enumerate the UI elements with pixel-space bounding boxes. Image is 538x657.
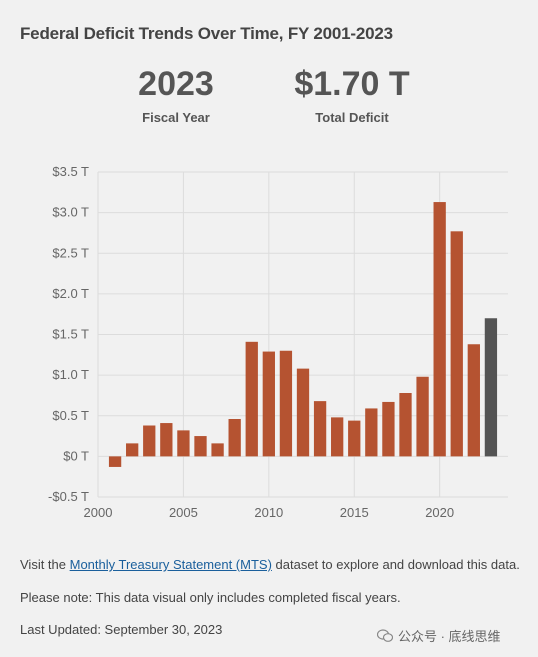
bar-2007[interactable] <box>211 443 224 457</box>
watermark: 公众号 · 底线思维 <box>377 626 501 645</box>
y-axis-ticks: -$0.5 T $0 T $0.5 T $1.0 T $1.5 T $2.0 T $2.5 … <box>48 164 89 504</box>
completed-years-note: Please note: This data visual only inclu… <box>20 590 401 605</box>
bar-2002[interactable] <box>126 443 139 457</box>
y-tick-label: $0.5 T <box>52 408 89 423</box>
bar-2010[interactable] <box>262 351 275 457</box>
y-tick-label: $1.5 T <box>52 327 89 342</box>
x-tick-label: 2015 <box>340 505 369 520</box>
bar-2018[interactable] <box>399 393 412 457</box>
y-tick-label: $0 T <box>63 448 89 463</box>
explore-data-note: Visit the Monthly Treasury Statement (MT… <box>20 557 520 572</box>
bars <box>108 202 498 467</box>
last-updated-text: Last Updated: September 30, 2023 <box>20 622 223 637</box>
bar-2005[interactable] <box>177 430 190 457</box>
bar-2004[interactable] <box>160 423 173 457</box>
y-tick-label: $2.5 T <box>52 245 89 260</box>
wechat-icon <box>377 628 393 642</box>
y-tick-label: $3.0 T <box>52 205 89 220</box>
total-deficit-value: $1.70 T <box>294 65 410 103</box>
bar-2020[interactable] <box>433 202 446 457</box>
bar-2009[interactable] <box>245 341 258 457</box>
bar-2008[interactable] <box>228 419 241 457</box>
bar-2015[interactable] <box>348 420 361 457</box>
bar-2013[interactable] <box>313 401 327 457</box>
bar-2003[interactable] <box>143 425 156 457</box>
bar-2022[interactable] <box>467 344 480 457</box>
bar-2021[interactable] <box>450 231 463 457</box>
total-deficit-stat: $1.70 T Total Deficit <box>282 64 422 125</box>
deficit-bar-chart[interactable]: -$0.5 T $0 T $0.5 T $1.0 T $1.5 T $2.0 T $2.5 … <box>0 150 538 530</box>
bar-2023[interactable] <box>484 318 498 457</box>
y-tick-label: -$0.5 T <box>48 489 89 504</box>
x-axis-ticks: 2000 2005 2010 2015 2020 <box>84 505 455 520</box>
bar-2017[interactable] <box>382 401 395 457</box>
fiscal-year-stat: 2023 Fiscal Year <box>120 64 232 125</box>
bar-2006[interactable] <box>194 436 207 457</box>
y-tick-label: $1.0 T <box>52 367 89 382</box>
x-tick-label: 2005 <box>169 505 198 520</box>
visit-suffix: dataset to explore and download this dat… <box>271 557 520 572</box>
x-tick-label: 2000 <box>84 505 113 520</box>
y-tick-label: $3.5 T <box>52 164 89 179</box>
chart-title: Federal Deficit Trends Over Time, FY 200… <box>20 24 393 43</box>
bar-2019[interactable] <box>416 376 429 457</box>
bar-2001[interactable] <box>108 456 122 467</box>
total-deficit-label: Total Deficit <box>315 110 389 125</box>
bar-2016[interactable] <box>365 408 378 457</box>
x-tick-label: 2020 <box>425 505 454 520</box>
fiscal-year-value: 2023 <box>138 65 214 103</box>
fiscal-year-label: Fiscal Year <box>142 110 210 125</box>
mts-link[interactable]: Monthly Treasury Statement (MTS) <box>69 557 272 572</box>
bar-2014[interactable] <box>331 417 344 457</box>
x-tick-label: 2010 <box>254 505 283 520</box>
watermark-text: 公众号 · 底线思维 <box>398 629 501 644</box>
bar-2011[interactable] <box>279 350 293 457</box>
bar-2012[interactable] <box>296 368 310 457</box>
visit-prefix: Visit the <box>20 557 70 572</box>
y-tick-label: $2.0 T <box>52 286 89 301</box>
